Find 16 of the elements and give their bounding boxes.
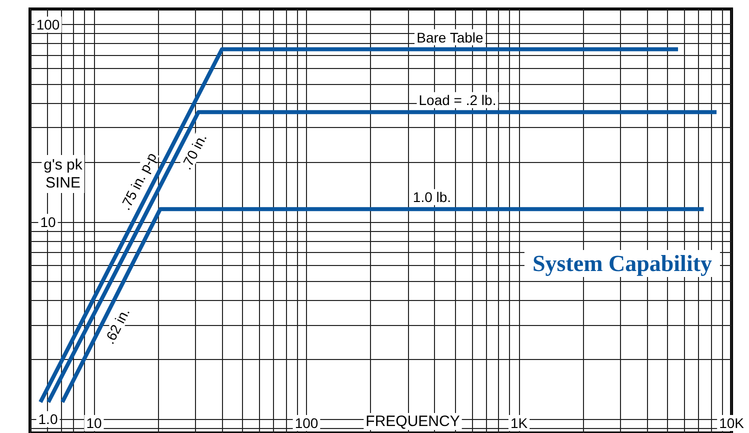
y-tick-label: 1.0	[38, 411, 58, 428]
x-tick-label: 1K	[510, 415, 528, 431]
y-tick-label: 10	[40, 214, 56, 230]
x-tick-label: 10K	[719, 415, 745, 431]
y-axis-title: g's pk SINE	[44, 156, 83, 192]
annotation: .70 in.	[178, 130, 210, 172]
series-label: Bare Table	[416, 29, 484, 46]
x-tick-label: 100	[294, 415, 318, 431]
y-tick-label: 100	[36, 16, 60, 33]
annotation: .62 in.	[101, 305, 133, 346]
series-label: 1.0 lb.	[412, 189, 452, 206]
annotation: .75 in. p-p	[116, 150, 160, 213]
x-tick-label: 10	[86, 415, 102, 431]
text: System Capability	[532, 251, 712, 276]
series-label: Load = .2 lb.	[418, 92, 496, 108]
x-axis-title: FREQUENCY	[366, 413, 460, 430]
